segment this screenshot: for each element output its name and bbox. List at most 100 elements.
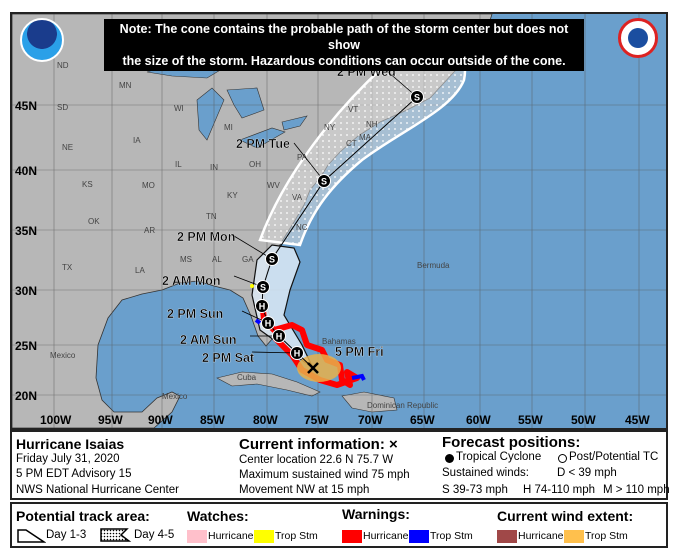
place-label: IN [210,163,218,172]
hurricane-watch-label: Hurricane [208,530,254,542]
place-label: TN [206,212,217,221]
forecast-time-label: 5 PM Fri [335,345,384,359]
lon-label: 50W [571,413,596,427]
forecast-time-label: 2 PM Tue [236,137,290,151]
trop-storm-watch-swatch [254,530,274,543]
day-4-5-cone-icon [100,528,132,542]
place-label: WV [267,181,281,190]
place-label: MN [119,81,132,90]
place-label: WI [174,104,184,113]
label-leader [233,235,273,260]
watches-title: Watches: [187,508,249,524]
cone-note: Note: The cone contains the probable pat… [104,19,584,71]
hurricane-wind-swatch [497,530,517,543]
place-label: NE [62,143,73,152]
trop-storm-wind-label: Trop Stm [585,530,628,542]
trop-storm-warning-label: Trop Stm [430,530,473,542]
day-1-3-label: Day 1-3 [46,529,87,541]
hurricane-warning-swatch [342,530,362,543]
place-label: NC [296,223,308,232]
lat-label: 40N [15,164,37,178]
note-line-2: the size of the storm. Hazardous conditi… [122,54,566,68]
forecast-point-type: H [294,349,301,359]
place-label: KY [227,191,238,200]
forecast-point-s [410,90,424,104]
day-1-3-cone-icon [17,529,46,543]
lon-label: 55W [518,413,543,427]
lon-label: 75W [304,413,329,427]
place-label: CT [346,139,357,148]
lat-label: 20N [15,389,37,403]
forecast-time-label: 2 PM Sun [167,307,223,321]
lon-label: 100W [40,413,72,427]
place-label: Mexico [50,351,76,360]
trop-storm-watch [250,284,254,288]
forecast-point-type: S [414,93,420,103]
place-label: VA [292,193,303,202]
post-tc-label: Post/Potential TC [569,451,659,463]
place-label: Mexico [162,392,188,401]
place-label: AL [212,255,222,264]
trop-storm-warning-florida [254,318,262,325]
forecast-point-type: H [259,302,266,312]
place-label: OK [88,217,100,226]
trop-storm-wind-swatch [564,530,584,543]
forecast-time-label: 2 PM Mon [177,230,235,244]
place-label: MI [224,123,233,132]
label-leader [251,351,298,354]
trop-storm-warning-east [351,373,366,381]
place-label: IL [175,160,182,169]
day-4-5-label: Day 4-5 [134,529,175,541]
wind-extent-title: Current wind extent: [497,508,634,524]
nws-logo [618,18,658,58]
forecast-point-h [261,316,275,330]
lon-label: 95W [98,413,123,427]
lat-label: 25N [15,339,37,353]
forecast-point-type: S [260,283,266,293]
forecast-point-type: H [265,319,272,329]
place-label: NY [324,123,336,132]
forecast-positions-title: Forecast positions: [442,434,581,451]
place-label: KS [82,180,93,189]
forecast-time-label: 2 AM Sun [180,333,236,347]
trop-storm-watch-label: Trop Stm [275,530,318,542]
hispaniola [341,391,398,413]
place-label: LA [135,266,145,275]
forecast-time-label: 2 PM Sat [202,351,255,365]
issuing-center: NWS National Hurricane Center [16,484,179,496]
place-label: OH [249,160,261,169]
open-circle-icon [558,454,567,463]
current-position-x-icon [307,362,319,374]
place-label: ND [57,61,69,70]
place-label: PA [297,153,308,162]
label-leader [293,142,325,182]
lat-label: 30N [15,284,37,298]
place-label: Bermuda [417,261,450,270]
hurricane-warning-label: Hurricane [363,530,409,542]
place-label: Dominican Republic [367,401,438,410]
hurricane-watch-swatch [187,530,207,543]
lon-label: 70W [358,413,383,427]
forecast-point-h [272,329,286,343]
lon-label: 65W [410,413,435,427]
forecast-point-type: H [276,332,283,342]
current-info-title: Current information: × [239,436,398,453]
place-label: IA [133,136,141,145]
forecast-time-label: 2 AM Mon [162,274,221,288]
place-label: SD [57,103,68,112]
tropical-cyclone-label: Tropical Cyclone [456,451,542,463]
max-wind: Maximum sustained wind 75 mph [239,469,410,481]
place-label: GA [242,255,254,264]
filled-circle-icon [445,454,454,463]
forecast-point-s [256,280,270,294]
place-label: Cuba [237,373,257,382]
legend-panel: Potential track area: Day 1-3 Day 4-5 Wa… [10,502,668,548]
date: Friday July 31, 2020 [16,453,120,465]
lon-label: 90W [148,413,173,427]
place-label: NH [366,120,378,129]
info-panel: Hurricane Isaias Friday July 31, 2020 5 … [10,430,670,500]
noaa-logo [20,18,64,62]
trop-storm-wind-extent [297,354,341,382]
